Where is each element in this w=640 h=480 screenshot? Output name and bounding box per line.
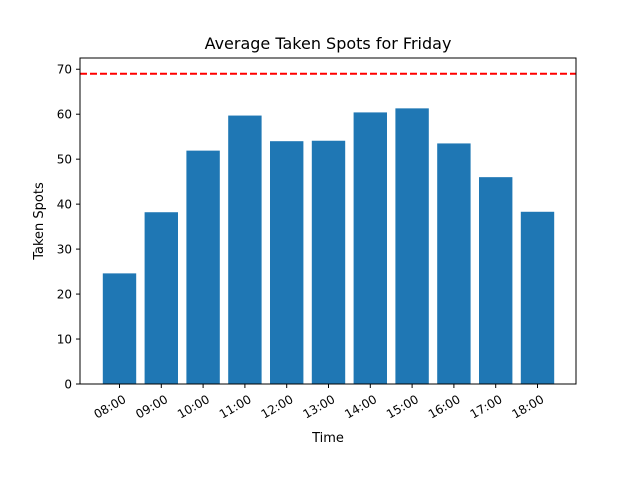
y-tick-label: 0 [64, 378, 72, 392]
bar [228, 115, 262, 384]
y-tick-label: 70 [57, 63, 72, 77]
plot-frame [79, 57, 577, 385]
y-axis-label: Taken Spots [32, 182, 47, 261]
x-axis-label: Time [311, 431, 344, 446]
bars [102, 108, 555, 385]
bar [311, 140, 346, 384]
y-tick-label: 60 [57, 108, 72, 122]
bar [144, 212, 178, 384]
bar [520, 211, 555, 384]
y-tick-label: 10 [57, 333, 72, 347]
y-axis: 0 10 20 30 40 50 60 70 [57, 63, 80, 392]
y-tick-label: 20 [57, 288, 72, 302]
bar [395, 108, 429, 385]
y-tick-label: 50 [57, 153, 72, 167]
bar [353, 112, 387, 384]
bar [437, 143, 471, 384]
bar [186, 150, 220, 384]
y-tick-label: 40 [57, 198, 72, 212]
y-tick-label: 30 [57, 243, 72, 257]
bar [102, 273, 137, 384]
chart-title: Average Taken Spots for Friday [205, 34, 452, 53]
bar [479, 177, 513, 384]
bar [270, 141, 304, 384]
